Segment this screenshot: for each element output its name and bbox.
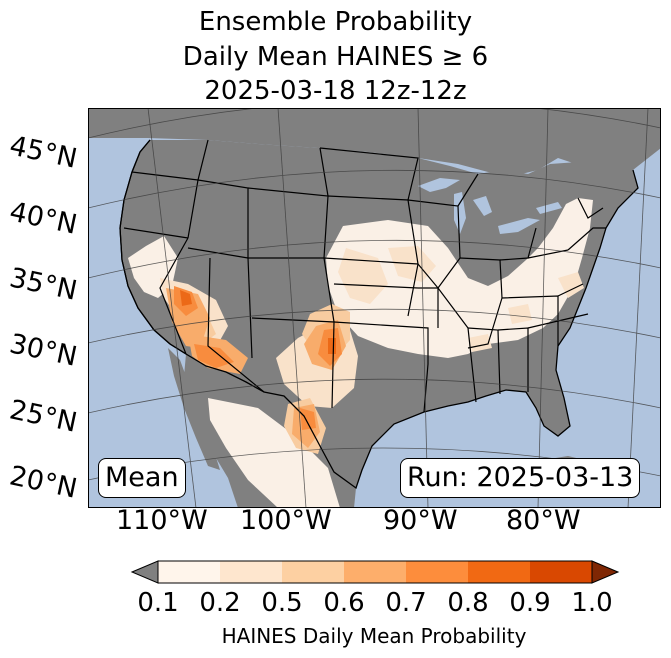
- lat-label-30n: 30°N: [6, 328, 80, 373]
- colorbar-tick-3: 0.5: [261, 588, 303, 618]
- baja-land: [168, 348, 220, 470]
- lon-label-80w: 80°W: [506, 505, 581, 536]
- colorbar-bin-3: [282, 561, 344, 583]
- map-frame: [88, 108, 661, 508]
- probability-shading: [128, 198, 593, 508]
- lat-label-45n: 45°N: [6, 130, 80, 175]
- title-line-3: 2025-03-18 12z-12z: [204, 76, 467, 106]
- colorbar-frame: [157, 560, 593, 584]
- colorbar-label: HAINES Daily Mean Probability: [221, 624, 527, 648]
- colorbar-bin-7: [530, 561, 592, 583]
- colorbar-tick-8: 1.0: [571, 588, 613, 618]
- colorbar-bin-5: [406, 561, 468, 583]
- colorbar-tick-6: 0.8: [447, 588, 489, 618]
- lat-label-20n: 20°N: [6, 460, 80, 505]
- prob-scatter-east: [468, 272, 584, 352]
- colorbar-bin-1: [158, 561, 220, 583]
- colorbar: [130, 560, 620, 584]
- title-line-1: Ensemble Probability: [198, 7, 473, 37]
- colorbar-bin-6: [468, 561, 530, 583]
- lat-label-40n: 40°N: [6, 196, 80, 241]
- probability-map: [88, 108, 661, 508]
- us-coastline: [119, 139, 639, 490]
- prob-0.6-0.7-region: [166, 288, 346, 448]
- colorbar-bins: [158, 561, 592, 583]
- run-box: Run: 2025-03-13: [400, 458, 641, 498]
- colorbar-tick-7: 0.9: [509, 588, 551, 618]
- prob-0.1-0.2-mexico: [208, 398, 340, 508]
- colorbar-under-arrow: [130, 560, 159, 584]
- colorbar-tick-2: 0.2: [199, 588, 241, 618]
- colorbar-bin-2: [220, 561, 282, 583]
- lon-label-110w: 110°W: [116, 505, 208, 536]
- lat-label-35n: 35°N: [6, 262, 80, 307]
- stat-box: Mean: [98, 458, 186, 498]
- lon-label-90w: 90°W: [383, 505, 458, 536]
- prob-0.2-0.5-region: [160, 246, 436, 408]
- great-lakes: [418, 178, 562, 234]
- title-line-2: Daily Mean HAINES ≥ 6: [182, 42, 489, 72]
- lon-label-100w: 100°W: [240, 505, 332, 536]
- colorbar-tick-1: 0.1: [137, 588, 179, 618]
- canada-land: [88, 108, 661, 180]
- colorbar-over-arrow: [591, 560, 620, 584]
- colorbar-tick-4: 0.6: [323, 588, 365, 618]
- lat-label-25n: 25°N: [6, 394, 80, 439]
- colorbar-tick-5: 0.7: [385, 588, 427, 618]
- colorbar-bin-4: [344, 561, 406, 583]
